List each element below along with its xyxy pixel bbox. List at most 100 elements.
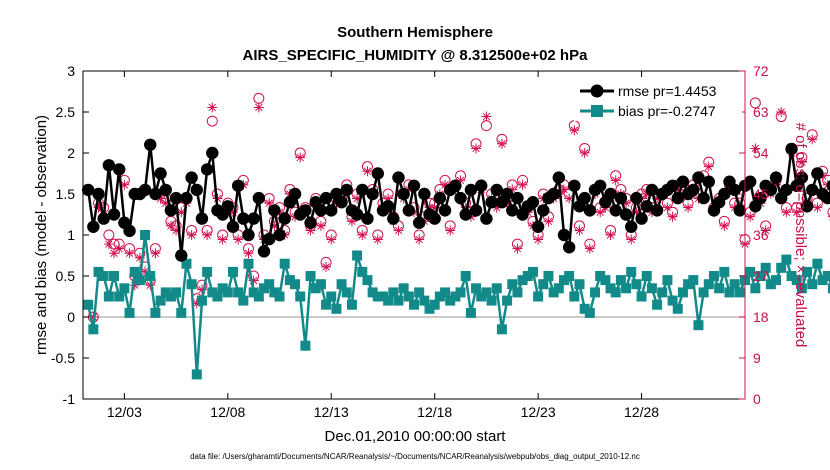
right-axis-ticks: 0 9 18 27 36 45 54 63 72 (739, 63, 769, 407)
rmse-point (687, 183, 700, 197)
bias-point (248, 287, 259, 298)
rmse-point (764, 183, 778, 197)
rmse-point (604, 187, 617, 201)
rmse-point (733, 204, 747, 217)
bias-point (414, 287, 425, 298)
rmse-point (319, 191, 333, 205)
rmse-point (821, 191, 830, 205)
obs-evaluated-point (796, 157, 807, 168)
bias-point (771, 275, 782, 286)
y-tick-label: -0.5 (51, 350, 75, 366)
rmse-point (480, 212, 493, 225)
obs-evaluated-point (93, 202, 104, 213)
bias-point (269, 287, 280, 298)
obs-evaluated-point (776, 107, 787, 117)
obs-evaluated-point (357, 230, 368, 240)
obs-evaluated-point (533, 234, 544, 245)
bias-point (217, 283, 228, 294)
bias-point (321, 299, 332, 310)
right-tick-label: 36 (753, 227, 769, 243)
bias-point (155, 295, 166, 306)
rmse-point (671, 191, 684, 205)
rmse-point (149, 187, 162, 201)
bias-point (165, 291, 176, 302)
rmse-point (780, 183, 793, 197)
rmse-point (397, 187, 410, 201)
rmse-point (475, 179, 488, 192)
bias-point (538, 279, 549, 290)
rmse-point (697, 191, 710, 205)
rmse-point (273, 228, 286, 242)
bias-point (781, 254, 792, 265)
bias-point (140, 230, 151, 240)
bias-point (424, 303, 435, 314)
bias-point (558, 275, 569, 286)
rmse-point (578, 191, 591, 205)
bias-point (688, 275, 699, 286)
rmse-point (314, 204, 328, 217)
obs-possible-point (827, 207, 830, 217)
bias-point (610, 287, 621, 298)
obs-evaluated-point (626, 234, 637, 245)
bias-point (264, 279, 275, 290)
bias-point (543, 271, 554, 281)
bias-point (600, 275, 611, 286)
bias-point (584, 307, 595, 318)
bias-point (124, 307, 135, 318)
rmse-point (743, 175, 757, 188)
obs-evaluated-point (807, 134, 818, 145)
bias-point (745, 266, 756, 277)
rmse-point (593, 179, 607, 192)
bias-point (595, 271, 606, 281)
bias-point (88, 324, 99, 335)
bias-point (533, 291, 544, 302)
bias-point (434, 291, 445, 302)
bias-point (822, 271, 830, 281)
bias-point (119, 283, 130, 294)
bias-point (134, 275, 145, 286)
rmse-point (676, 175, 690, 188)
rmse-point (428, 212, 441, 225)
obs-evaluated-point (569, 125, 580, 136)
legend-rmse-marker (590, 84, 604, 98)
obs-evaluated-point (652, 193, 663, 204)
rmse-point (650, 204, 664, 217)
obs-evaluated-point (745, 211, 756, 222)
rmse-point (252, 191, 266, 205)
bias-point (817, 275, 828, 286)
rmse-point (625, 220, 638, 233)
rmse-point (806, 183, 819, 197)
bias-point (191, 369, 202, 380)
rmse-point (304, 216, 317, 229)
bias-point (703, 279, 714, 290)
x-tick-label: 12/13 (314, 404, 349, 420)
bias-point (331, 303, 342, 314)
obs-evaluated-point (781, 207, 792, 218)
obs-evaluated-point (771, 179, 782, 190)
bias-point (383, 295, 394, 306)
bias-point (605, 283, 616, 294)
rmse-point (754, 191, 767, 205)
obs-evaluated-point (305, 225, 316, 236)
obs-evaluated-point (543, 216, 554, 227)
obs-evaluated-point (507, 184, 518, 195)
rmse-point (335, 196, 348, 209)
obs-evaluated-point (491, 202, 502, 213)
bias-point (233, 287, 244, 298)
x-tick-label: 12/18 (417, 404, 452, 420)
rmse-point (800, 200, 814, 213)
rmse-point (552, 171, 566, 184)
bias-series (83, 230, 830, 380)
bias-point (714, 283, 725, 294)
rmse-point (97, 212, 110, 225)
bias-point (274, 291, 285, 302)
right-tick-label: 27 (753, 268, 769, 284)
obs-evaluated-point (579, 148, 590, 158)
rmse-point (614, 191, 628, 205)
obs-evaluated-point (791, 207, 802, 218)
bias-point (734, 287, 745, 298)
x-tick-label: 12/28 (624, 404, 659, 420)
right-tick-label: 18 (753, 309, 769, 325)
bias-point (564, 271, 575, 281)
bias-point (677, 287, 688, 298)
